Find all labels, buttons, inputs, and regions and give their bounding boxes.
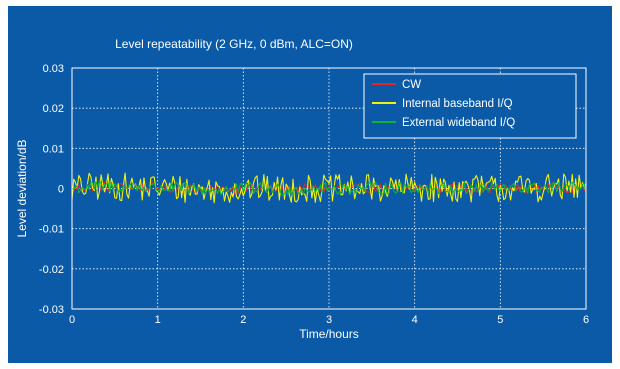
chart-svg: Level repeatability (2 GHz, 0 dBm, ALC=O… (15, 37, 589, 341)
x-tick-label: 1 (155, 314, 161, 326)
y-tick-label: 0.02 (43, 103, 64, 115)
legend-label: CW (402, 79, 421, 91)
x-tick-label: 4 (412, 314, 418, 326)
chart-panel: Level repeatability (2 GHz, 0 dBm, ALC=O… (8, 6, 612, 363)
y-axis-label: Level deviation/dB (15, 139, 29, 237)
y-tick-label: -0.03 (39, 304, 64, 316)
x-tick-label: 0 (69, 314, 75, 326)
series-line-2 (71, 172, 587, 204)
y-tick-label: 0 (58, 184, 64, 196)
x-tick-label: 3 (326, 314, 332, 326)
y-tick-label: -0.02 (39, 264, 64, 276)
y-tick-label: 0.01 (43, 143, 64, 155)
y-tick-label: -0.01 (39, 224, 64, 236)
x-tick-label: 2 (240, 314, 246, 326)
series-line-1 (71, 181, 587, 195)
legend-label: Internal baseband I/Q (402, 98, 513, 110)
x-tick-label: 6 (583, 314, 589, 326)
legend: CW Internal baseband I/Q External wideband… (363, 73, 577, 139)
plot-border (71, 67, 587, 310)
x-axis-label: Time/hours (299, 327, 359, 341)
x-tick-label: 5 (497, 314, 503, 326)
chart-title: Level repeatability (2 GHz, 0 dBm, ALC=O… (115, 37, 353, 51)
tick-labels: 0 1 2 3 4 5 6 0.03 0.02 0.01 0 -0.01 -0.02 -0.03 (39, 63, 589, 326)
legend-box (363, 73, 577, 139)
legend-label: External wideband I/Q (402, 117, 515, 129)
series-lines (71, 172, 587, 204)
y-tick-label: 0.03 (43, 63, 64, 75)
series-line-3 (71, 180, 587, 196)
